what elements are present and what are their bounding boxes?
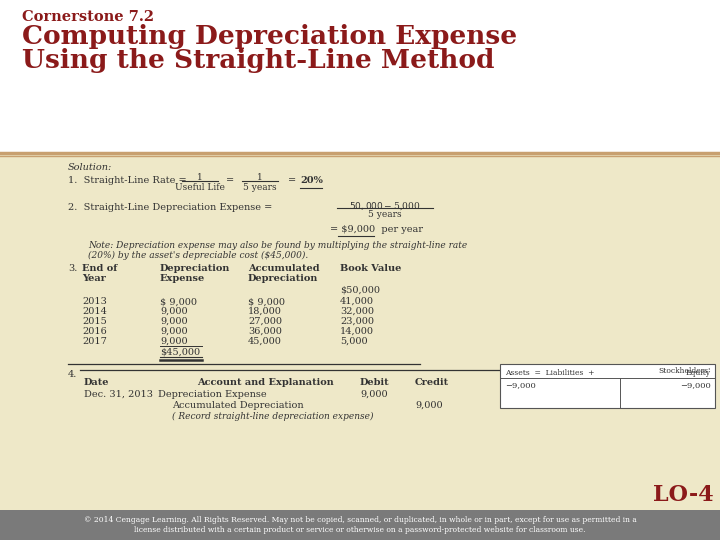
Text: $50,000 − $5,000: $50,000 − $5,000 (349, 200, 420, 212)
Text: Note: Depreciation expense may also be found by multiplying the straight-line ra: Note: Depreciation expense may also be f… (88, 241, 467, 250)
Text: 1: 1 (197, 173, 203, 182)
Bar (0, 155, 720, 510)
Text: 5 years: 5 years (243, 183, 276, 192)
Text: Debit: Debit (360, 378, 390, 387)
Text: Equity: Equity (686, 369, 711, 377)
Text: 4.: 4. (68, 370, 77, 379)
Text: Depreciation: Depreciation (160, 264, 230, 273)
Text: $ 9,000: $ 9,000 (248, 297, 285, 306)
Text: 23,000: 23,000 (340, 317, 374, 326)
Text: Year: Year (82, 274, 106, 283)
Text: 3.: 3. (68, 264, 77, 273)
Text: =: = (288, 176, 296, 185)
Text: Depreciation: Depreciation (248, 274, 318, 283)
Text: Book Value: Book Value (340, 264, 401, 273)
Text: Depreciation Expense: Depreciation Expense (158, 390, 266, 399)
Text: Account and Explanation: Account and Explanation (197, 378, 333, 387)
Text: 18,000: 18,000 (248, 307, 282, 316)
Text: 41,000: 41,000 (340, 297, 374, 306)
Text: −9,000: −9,000 (505, 381, 536, 389)
Text: −9,000: −9,000 (680, 381, 711, 389)
Text: Assets  =  Liabilities  +: Assets = Liabilities + (505, 369, 595, 377)
Text: 5,000: 5,000 (340, 337, 368, 346)
Text: Useful Life: Useful Life (175, 183, 225, 192)
Bar (500, 364, 715, 408)
Text: 2.  Straight-Line Depreciation Expense =: 2. Straight-Line Depreciation Expense = (68, 203, 272, 212)
Text: 2017: 2017 (82, 337, 107, 346)
Text: Solution:: Solution: (68, 163, 112, 172)
Text: Cornerstone 7.2: Cornerstone 7.2 (22, 10, 154, 24)
Text: End of: End of (82, 264, 117, 273)
Text: ( Record straight-line depreciation expense): ( Record straight-line depreciation expe… (172, 412, 374, 421)
Text: 2016: 2016 (82, 327, 107, 336)
Text: 45,000: 45,000 (248, 337, 282, 346)
Bar (0, 510, 720, 540)
Text: 2015: 2015 (82, 317, 107, 326)
Text: $50,000: $50,000 (340, 286, 380, 295)
Text: 9,000: 9,000 (360, 390, 387, 399)
Text: 9,000: 9,000 (160, 327, 188, 336)
Text: Stockholders': Stockholders' (659, 367, 711, 375)
Text: 9,000: 9,000 (415, 401, 443, 410)
Text: (20%) by the asset's depreciable cost ($45,000).: (20%) by the asset's depreciable cost ($… (88, 251, 308, 260)
Text: 9,000: 9,000 (160, 317, 188, 326)
Text: 2014: 2014 (82, 307, 107, 316)
Text: 1: 1 (257, 173, 263, 182)
Text: 9,000: 9,000 (160, 337, 188, 346)
Text: 1.  Straight-Line Rate =: 1. Straight-Line Rate = (68, 176, 186, 185)
Text: 2013: 2013 (82, 297, 107, 306)
Text: Accumulated Depreciation: Accumulated Depreciation (172, 401, 304, 410)
Text: 9,000: 9,000 (160, 307, 188, 316)
Text: 27,000: 27,000 (248, 317, 282, 326)
Text: Credit: Credit (415, 378, 449, 387)
Text: © 2014 Cengage Learning. All Rights Reserved. May not be copied, scanned, or dup: © 2014 Cengage Learning. All Rights Rese… (84, 516, 636, 524)
Text: Dec. 31, 2013: Dec. 31, 2013 (84, 390, 153, 399)
Text: Date: Date (84, 378, 109, 387)
Text: $45,000: $45,000 (160, 348, 200, 357)
Text: $ 9,000: $ 9,000 (160, 297, 197, 306)
Text: LO-4: LO-4 (653, 484, 714, 506)
Text: 32,000: 32,000 (340, 307, 374, 316)
Text: =: = (226, 176, 234, 185)
Text: Accumulated: Accumulated (248, 264, 320, 273)
Text: license distributed with a certain product or service or otherwise on a password: license distributed with a certain produ… (134, 526, 586, 534)
Text: = $9,000  per year: = $9,000 per year (330, 225, 423, 234)
Text: Computing Depreciation Expense: Computing Depreciation Expense (22, 24, 517, 49)
Text: 20%: 20% (300, 176, 323, 185)
Text: 5 years: 5 years (368, 210, 402, 219)
Text: 36,000: 36,000 (248, 327, 282, 336)
Text: Expense: Expense (160, 274, 205, 283)
Bar (0, 0, 720, 155)
Text: 14,000: 14,000 (340, 327, 374, 336)
Text: Using the Straight-Line Method: Using the Straight-Line Method (22, 48, 495, 73)
